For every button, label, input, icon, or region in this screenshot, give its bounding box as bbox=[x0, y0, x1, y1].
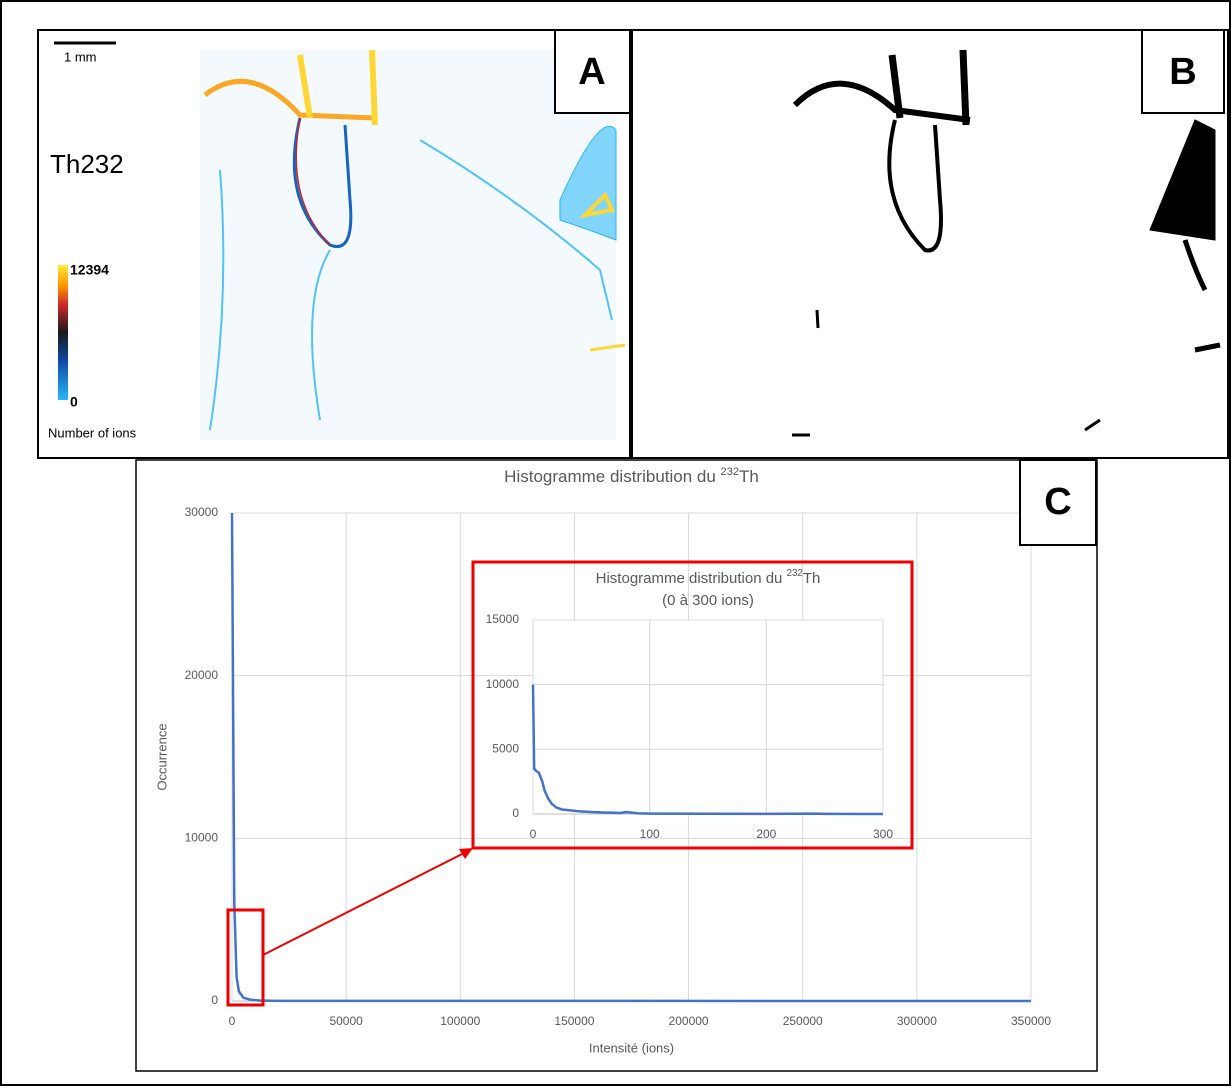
chart: Histogramme distribution du 232Th0100002… bbox=[154, 466, 1051, 1056]
arrow-head bbox=[459, 848, 473, 859]
panel-b: B bbox=[631, 29, 1229, 459]
x-tick-label: 200 bbox=[756, 827, 776, 841]
chart-title: Histogramme distribution du 232Th bbox=[504, 466, 759, 487]
panel-label: A bbox=[578, 51, 605, 93]
colorbar bbox=[58, 265, 68, 400]
x-tick-label: 250000 bbox=[783, 1014, 823, 1028]
y-tick-label: 0 bbox=[512, 806, 519, 820]
title-part: Histogramme distribution du bbox=[504, 467, 720, 486]
plot-background bbox=[533, 620, 883, 814]
y-tick-label: 0 bbox=[211, 993, 218, 1007]
y-tick-label: 5000 bbox=[492, 742, 519, 756]
x-tick-label: 300 bbox=[873, 827, 893, 841]
ion-image bbox=[200, 49, 626, 440]
colorbar-max: 12394 bbox=[70, 262, 109, 278]
x-tick-label: 0 bbox=[530, 827, 537, 841]
y-tick-label: 10000 bbox=[185, 831, 219, 845]
title-part: 232 bbox=[787, 568, 803, 579]
y-tick-label: 10000 bbox=[486, 677, 520, 691]
binary-image bbox=[792, 49, 1221, 437]
chart-title: Histogramme distribution du 232Th bbox=[596, 568, 821, 587]
panel-label-box bbox=[554, 29, 631, 114]
x-tick-label: 100000 bbox=[440, 1014, 480, 1028]
title-part: Histogramme distribution du bbox=[596, 570, 787, 587]
x-tick-label: 300000 bbox=[897, 1014, 937, 1028]
chart: Histogramme distribution du 232Th (0 à 30… bbox=[486, 568, 894, 842]
x-tick-label: 200000 bbox=[669, 1014, 709, 1028]
x-tick-label: 100 bbox=[640, 827, 660, 841]
zoom-box bbox=[226, 908, 265, 1007]
y-tick-label: 30000 bbox=[185, 505, 219, 519]
x-tick-label: 350000 bbox=[1011, 1014, 1051, 1028]
panel-label: C bbox=[1044, 481, 1071, 523]
panel-frame bbox=[631, 29, 1229, 459]
title-part: 232 bbox=[721, 466, 739, 478]
inset-frame bbox=[471, 560, 914, 850]
panel-label: B bbox=[1169, 51, 1196, 93]
colorbar-title: Number of ions bbox=[48, 425, 137, 440]
charts: Histogramme distribution du 232Th0100002… bbox=[154, 466, 1051, 1056]
colorbar-min: 0 bbox=[70, 394, 78, 410]
x-tick-label: 0 bbox=[229, 1014, 236, 1028]
data-line bbox=[230, 512, 1032, 1003]
x-tick-label: 150000 bbox=[554, 1014, 594, 1028]
data-line bbox=[531, 684, 884, 816]
y-tick-label: 15000 bbox=[486, 612, 520, 626]
x-tick-label: 50000 bbox=[329, 1014, 363, 1028]
zoom-callout bbox=[226, 560, 914, 1007]
title-part: Th bbox=[803, 570, 821, 587]
x-axis-label: Intensité (ions) bbox=[589, 1040, 674, 1055]
element-label: Th232 bbox=[50, 149, 124, 179]
y-axis-label: Occurrence bbox=[154, 723, 169, 790]
y-tick-label: 20000 bbox=[185, 668, 219, 682]
panel-label-box bbox=[1141, 29, 1225, 114]
scale-label: 1 mm bbox=[64, 49, 97, 64]
title-part: Th bbox=[739, 467, 759, 486]
panel-a: 1 mm Th232 12394 0 Number of ions A bbox=[37, 29, 631, 459]
zoom-arrow bbox=[262, 851, 467, 956]
panel-label-box bbox=[1019, 459, 1097, 546]
chart-subtitle: (0 à 300 ions) bbox=[662, 592, 754, 609]
